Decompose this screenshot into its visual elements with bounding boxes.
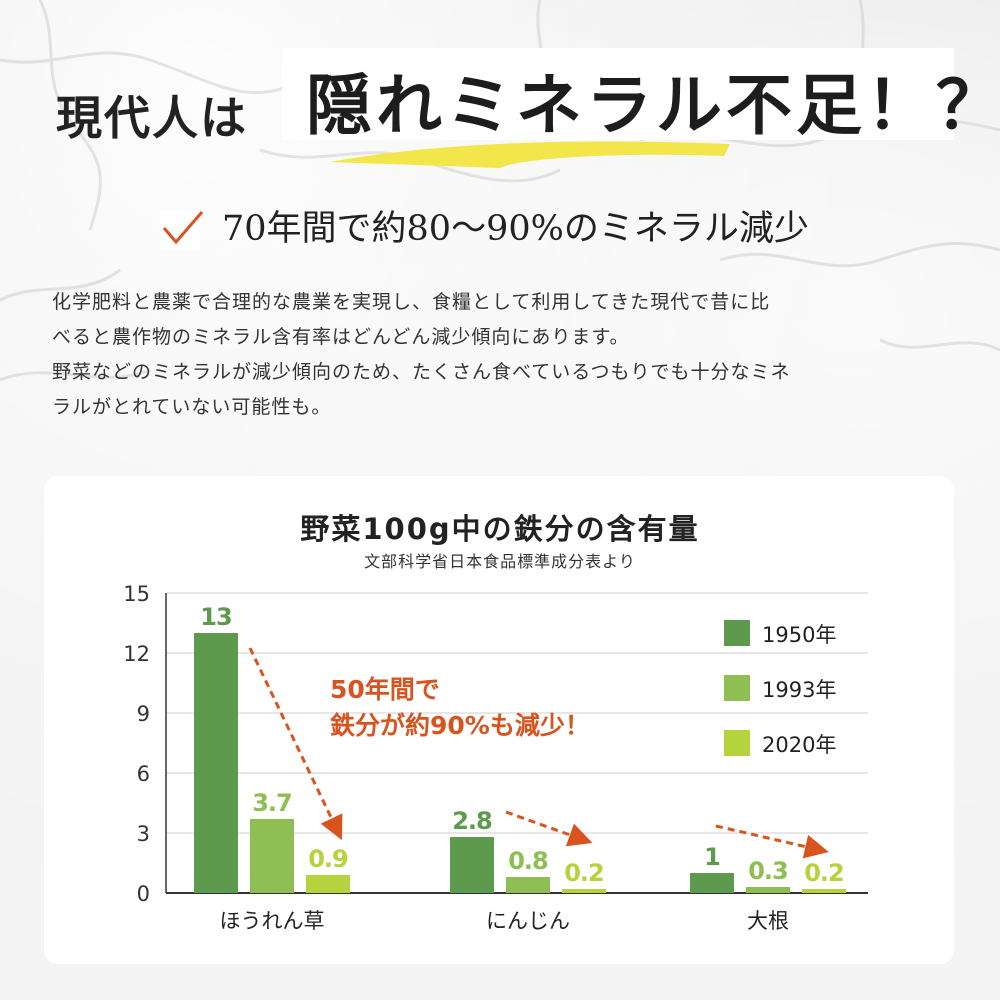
annotation-line1: 50年間で	[330, 675, 440, 704]
chart-subtitle: 文部科学省日本食品標準成分表より	[364, 552, 636, 571]
legend-swatch	[724, 620, 750, 646]
legend-label: 1993年	[762, 678, 836, 702]
headline-emphasis: 隠れミネラル不足！？	[306, 67, 1000, 144]
x-category-label: ほうれん草	[220, 909, 325, 933]
data-label: 0.9	[308, 845, 348, 873]
data-label: 0.8	[508, 847, 548, 875]
y-tick-label: 15	[123, 582, 150, 606]
y-tick-label: 9	[137, 702, 150, 726]
headline-lead: 現代人は	[56, 91, 248, 145]
yellow-highlight-stroke	[330, 141, 730, 168]
body-line: ラルがとれていない可能性も。	[52, 396, 332, 418]
body-text: 化学肥料と農薬で合理的な農業を実現し、食糧として利用してきた現代で昔に比 べると…	[52, 285, 972, 425]
bar	[506, 877, 550, 893]
legend-label: 2020年	[762, 733, 836, 757]
legend-swatch	[724, 730, 750, 756]
trend-arrow	[248, 647, 343, 841]
x-category-label: 大根	[747, 909, 789, 933]
data-label: 2.8	[452, 807, 492, 835]
data-label: 0.2	[804, 859, 844, 887]
subhead-text: 70年間で約80〜90%のミネラル減少	[222, 209, 809, 249]
body-line: 化学肥料と農薬で合理的な農業を実現し、食糧として利用してきた現代で昔に比	[52, 291, 771, 313]
legend-label: 1950年	[762, 623, 836, 647]
headline-white-box	[282, 48, 954, 140]
data-label: 1	[704, 843, 720, 871]
y-tick-label: 6	[137, 762, 150, 786]
check-icon	[162, 211, 204, 245]
data-label: 13	[200, 603, 231, 631]
bar	[194, 633, 238, 893]
data-label: 0.2	[564, 859, 604, 887]
chart-title: 野菜100g中の鉄分の含有量	[300, 512, 700, 546]
y-tick-label: 12	[123, 642, 150, 666]
legend-swatch	[724, 675, 750, 701]
bar	[250, 819, 294, 893]
x-category-label: にんじん	[486, 909, 570, 933]
headline: 現代人は 隠れミネラル不足！？	[0, 44, 1000, 168]
annotation-line2: 鉄分が約90%も減少！	[330, 711, 590, 740]
body-line: べると農作物のミネラル含有率はどんどん減少傾向にあります。	[52, 326, 630, 348]
y-tick-label: 0	[137, 882, 150, 906]
data-label: 3.7	[252, 789, 292, 817]
bar	[690, 873, 734, 893]
bar	[306, 875, 350, 893]
y-tick-label: 3	[137, 822, 150, 846]
bar	[450, 837, 494, 893]
body-line: 野菜などのミネラルが減少傾向のため、たくさん食べているつもりでも十分なミネ	[52, 361, 791, 383]
data-label: 0.3	[748, 857, 788, 885]
bar	[562, 889, 606, 893]
bar	[746, 887, 790, 893]
bar	[802, 889, 846, 893]
trend-arrow	[505, 810, 593, 847]
trend-arrow	[715, 824, 829, 859]
